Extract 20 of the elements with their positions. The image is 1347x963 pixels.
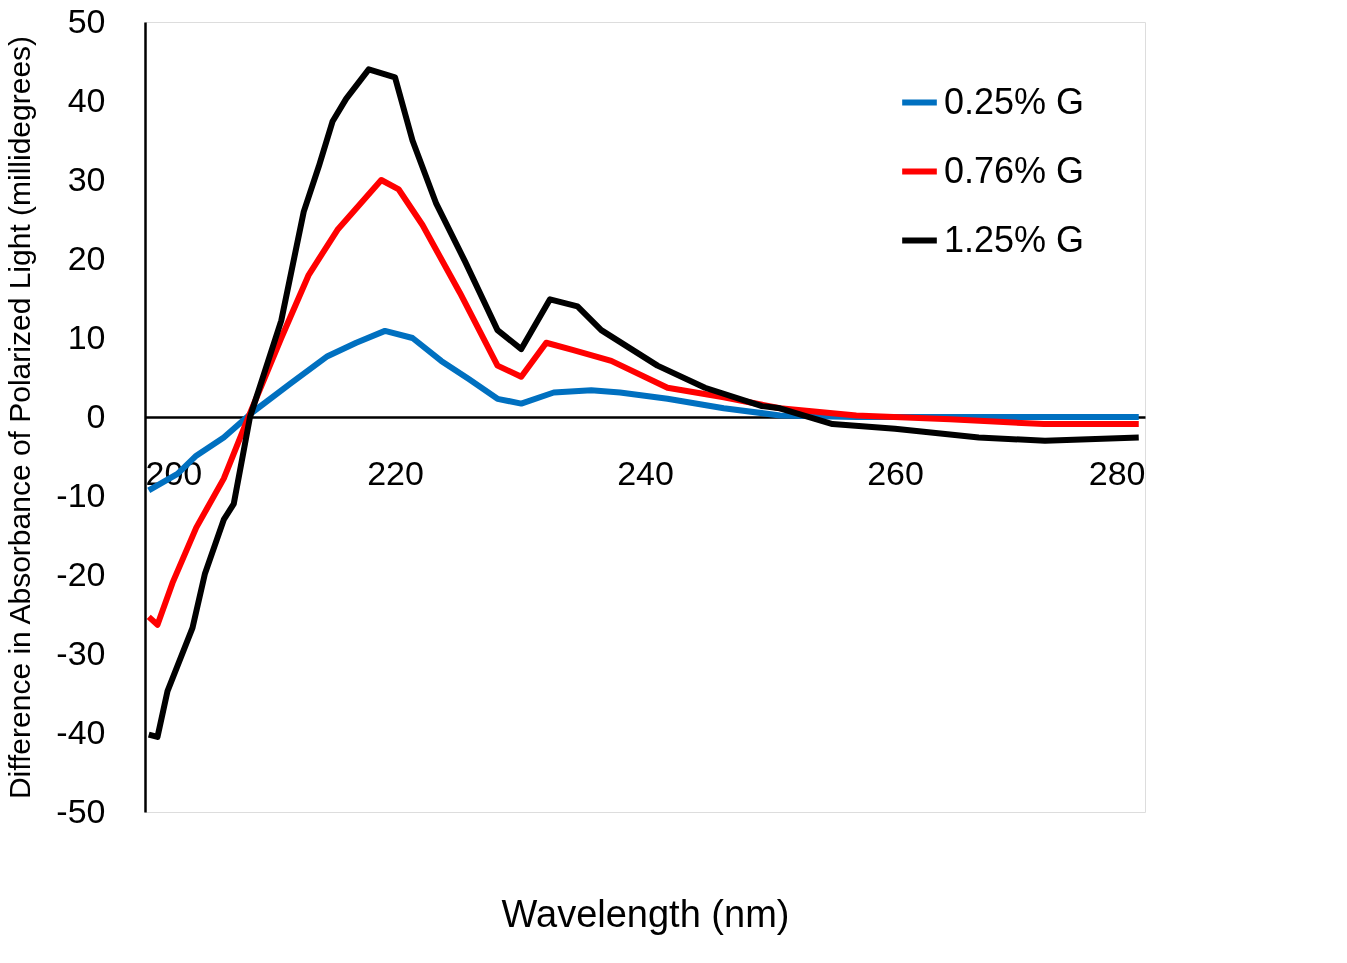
x-tick-label: 280 (1088, 453, 1146, 492)
legend-label: 0.76% G (944, 149, 1085, 191)
y-tick-label: -10 (56, 475, 106, 514)
y-tick-label: 30 (67, 159, 106, 198)
y-tick-label: 0 (86, 396, 106, 435)
legend-label: 1.25% G (944, 218, 1085, 260)
y-tick-label: -30 (56, 633, 106, 672)
legend-label: 0.25% G (944, 80, 1085, 122)
x-tick-label: 240 (617, 453, 674, 492)
y-axis-title: Difference in Absorbance of Polarized Light (millidegrees) (3, 35, 37, 800)
y-tick-label: -40 (56, 712, 106, 751)
y-tick-label: 20 (67, 238, 106, 277)
y-tick-label: -50 (56, 791, 106, 830)
x-axis-title: Wavelength (nm) (501, 892, 790, 935)
y-tick-label: 10 (67, 317, 106, 356)
y-tick-label: 50 (67, 1, 106, 40)
x-tick-label: 260 (867, 453, 924, 492)
x-tick-label: 220 (367, 453, 424, 492)
y-tick-label: 40 (67, 80, 106, 119)
y-tick-label: -20 (56, 554, 106, 593)
